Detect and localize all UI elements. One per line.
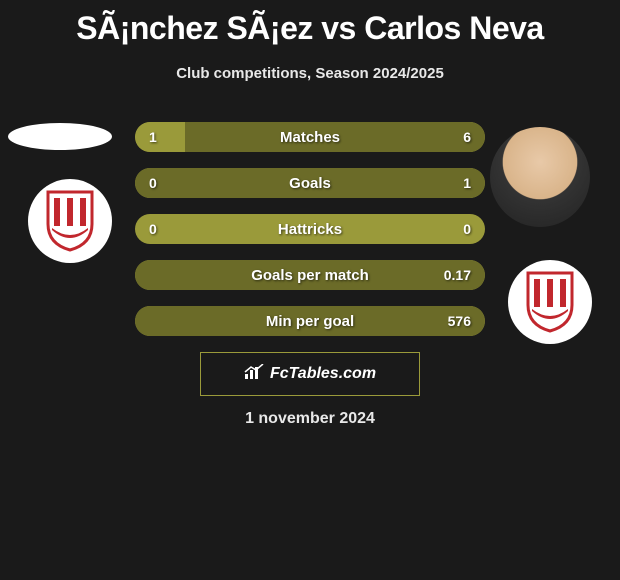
stat-bar-row: 0Goals1 [135, 168, 485, 198]
brand-footer: FcTables.com [200, 352, 420, 396]
stat-bar-row: 0Hattricks0 [135, 214, 485, 244]
page-title: SÃ¡nchez SÃ¡ez vs Carlos Neva [0, 0, 620, 47]
brand-text: FcTables.com [270, 365, 376, 383]
stat-label: Min per goal [135, 313, 485, 330]
player-right-avatar [490, 127, 590, 227]
chart-icon [244, 364, 264, 385]
stat-value-right: 0 [463, 221, 471, 237]
stat-bar-row: Min per goal576 [135, 306, 485, 336]
team-right-logo [508, 260, 592, 344]
stat-bar-row: 1Matches6 [135, 122, 485, 152]
player-left-avatar [8, 123, 112, 150]
stat-value-right: 0.17 [444, 267, 471, 283]
stat-value-right: 576 [448, 313, 471, 329]
team-left-logo [28, 179, 112, 263]
stat-value-right: 1 [463, 175, 471, 191]
stat-label: Goals per match [135, 267, 485, 284]
stat-label: Matches [135, 129, 485, 146]
stat-label: Hattricks [135, 221, 485, 238]
footer-date: 1 november 2024 [0, 410, 620, 428]
stat-bar-row: Goals per match0.17 [135, 260, 485, 290]
page-subtitle: Club competitions, Season 2024/2025 [0, 65, 620, 82]
stat-label: Goals [135, 175, 485, 192]
crest-icon [44, 190, 96, 252]
crest-icon [524, 271, 576, 333]
stat-value-right: 6 [463, 129, 471, 145]
stats-bars: 1Matches60Goals10Hattricks0Goals per mat… [135, 122, 485, 352]
